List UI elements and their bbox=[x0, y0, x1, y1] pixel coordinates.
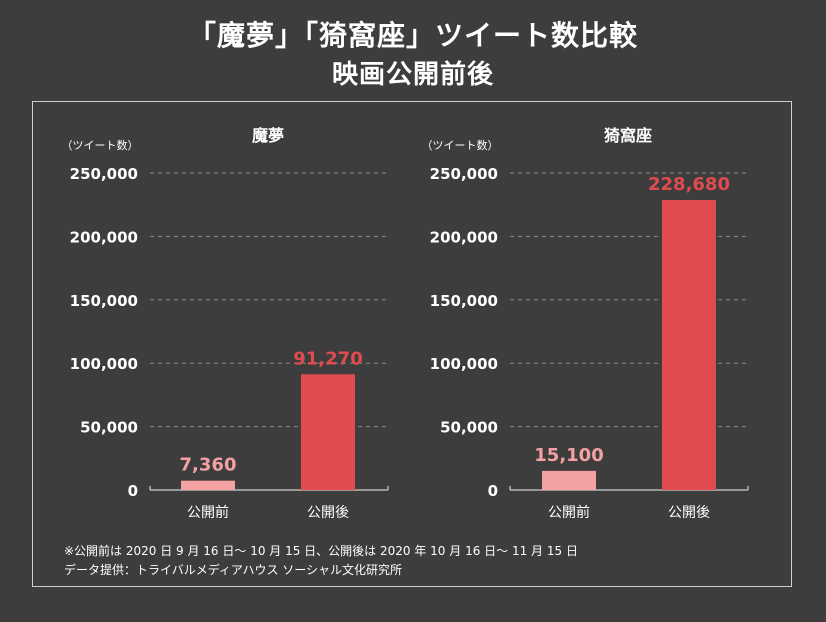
y-tick-label-0-4: 200,000 bbox=[70, 228, 138, 246]
y-axis-label-1: （ツイート数） bbox=[422, 139, 499, 152]
y-tick-label-0-1: 50,000 bbox=[80, 419, 138, 437]
x-tick-label-1-0: 公開前 bbox=[548, 504, 590, 521]
y-tick-label-0-0: 0 bbox=[128, 482, 138, 500]
bar-1-0 bbox=[542, 470, 596, 490]
y-axis-label-0: （ツイート数） bbox=[62, 139, 139, 152]
x-tick-label-1-1: 公開後 bbox=[668, 505, 710, 521]
bar-value-label-1-1: 228,680 bbox=[648, 174, 730, 195]
chart-subtitle: 映画公開前後 bbox=[331, 60, 494, 90]
y-tick-label-1-0: 0 bbox=[488, 482, 498, 500]
x-tick-label-0-1: 公開後 bbox=[307, 505, 349, 521]
bar-value-label-0-0: 7,360 bbox=[180, 455, 237, 476]
y-tick-label-1-5: 250,000 bbox=[430, 165, 498, 183]
y-tick-label-1-2: 100,000 bbox=[430, 355, 498, 373]
bar-value-label-0-1: 91,270 bbox=[293, 348, 362, 369]
y-tick-label-0-2: 100,000 bbox=[70, 355, 138, 373]
bar-value-label-1-0: 15,100 bbox=[534, 445, 603, 466]
chart-title: 「魔夢」「猗窩座」ツイート数比較 bbox=[187, 19, 638, 52]
x-tick-label-0-0: 公開前 bbox=[187, 504, 229, 521]
source-footnote: データ提供：トライバルメディアハウス ソーシャル文化研究所 bbox=[64, 563, 403, 577]
y-tick-label-0-3: 150,000 bbox=[70, 292, 138, 310]
panel-title-0: 魔夢 bbox=[252, 126, 284, 145]
y-tick-label-0-5: 250,000 bbox=[70, 165, 138, 183]
bar-0-1 bbox=[301, 374, 355, 490]
panel-title-1: 猗窩座 bbox=[604, 126, 652, 145]
chart-frame bbox=[32, 101, 792, 587]
bar-0-0 bbox=[181, 480, 235, 490]
period-footnote: ※公開前は 2020 日 9 月 16 日～ 10 月 15 日、公開後は 20… bbox=[64, 544, 578, 558]
y-tick-label-1-4: 200,000 bbox=[430, 228, 498, 246]
bar-1-1 bbox=[662, 200, 716, 490]
y-tick-label-1-3: 150,000 bbox=[430, 292, 498, 310]
y-tick-label-1-1: 50,000 bbox=[440, 419, 498, 437]
